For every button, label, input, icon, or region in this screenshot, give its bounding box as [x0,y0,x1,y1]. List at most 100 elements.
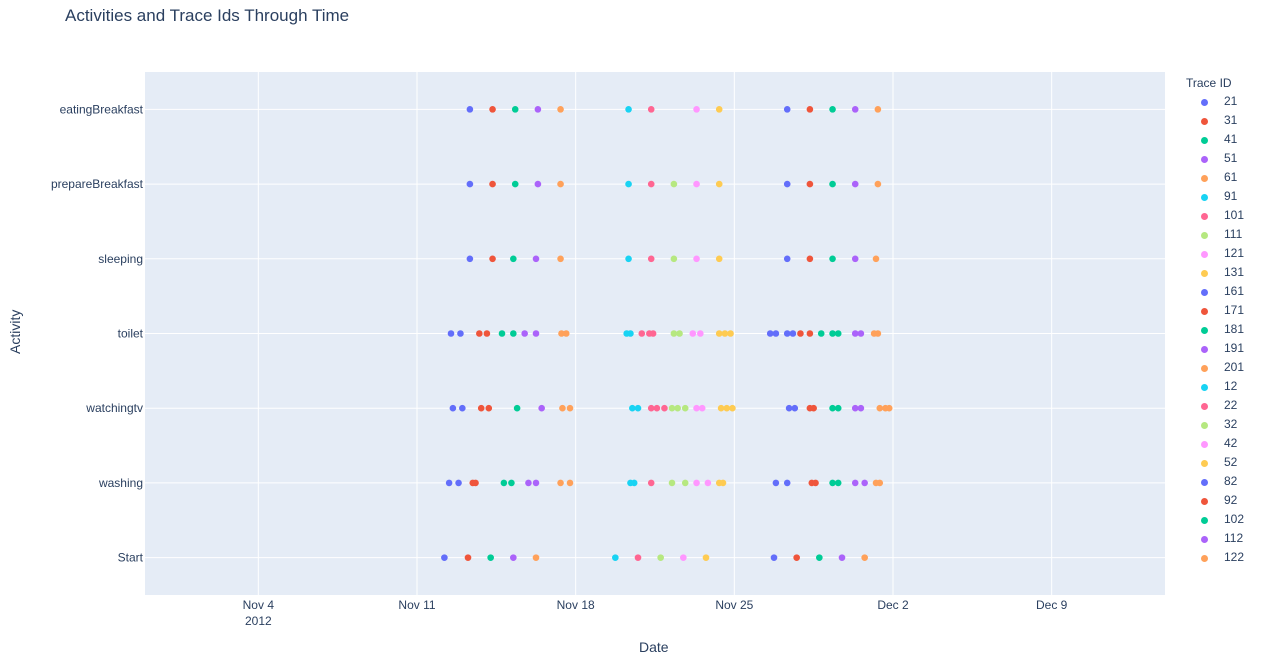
data-point[interactable] [810,405,817,412]
data-point[interactable] [716,255,723,262]
data-point[interactable] [676,330,683,337]
data-point[interactable] [839,554,846,561]
data-point[interactable] [852,181,859,188]
data-point[interactable] [557,480,564,487]
data-point[interactable] [563,330,570,337]
data-point[interactable] [693,181,700,188]
data-point[interactable] [807,255,814,262]
data-point[interactable] [786,405,793,412]
data-point[interactable] [627,480,634,487]
data-point[interactable] [680,554,687,561]
data-point[interactable] [508,480,515,487]
data-point[interactable] [797,330,804,337]
data-point[interactable] [648,480,655,487]
legend-item[interactable]: 181 [1186,322,1232,341]
data-point[interactable] [446,480,453,487]
data-point[interactable] [771,554,778,561]
data-point[interactable] [525,480,532,487]
data-point[interactable] [671,181,678,188]
data-point[interactable] [510,554,517,561]
legend-item[interactable]: 101 [1186,208,1232,227]
legend-item[interactable]: 161 [1186,284,1232,303]
data-point[interactable] [835,405,842,412]
legend-item[interactable]: 122 [1186,550,1232,569]
data-point[interactable] [533,480,540,487]
data-point[interactable] [467,181,474,188]
data-point[interactable] [567,480,574,487]
data-point[interactable] [457,330,464,337]
data-point[interactable] [858,330,865,337]
data-point[interactable] [533,330,540,337]
data-point[interactable] [476,330,483,337]
data-point[interactable] [657,554,664,561]
data-point[interactable] [793,554,800,561]
data-point[interactable] [773,480,780,487]
data-point[interactable] [487,554,494,561]
legend-item[interactable]: 92 [1186,493,1232,512]
legend-item[interactable]: 12 [1186,379,1232,398]
data-point[interactable] [459,405,466,412]
data-point[interactable] [485,405,492,412]
data-point[interactable] [693,255,700,262]
data-point[interactable] [807,106,814,113]
data-point[interactable] [535,106,542,113]
data-point[interactable] [567,405,574,412]
data-point[interactable] [489,106,496,113]
data-point[interactable] [835,330,842,337]
data-point[interactable] [638,330,645,337]
data-point[interactable] [871,330,878,337]
data-point[interactable] [861,554,868,561]
data-point[interactable] [784,330,791,337]
data-point[interactable] [784,255,791,262]
data-point[interactable] [625,181,632,188]
legend-item[interactable]: 191 [1186,341,1232,360]
legend-item[interactable]: 131 [1186,265,1232,284]
data-point[interactable] [557,255,564,262]
data-point[interactable] [829,405,836,412]
data-point[interactable] [716,181,723,188]
data-point[interactable] [510,330,517,337]
data-point[interactable] [538,405,545,412]
data-point[interactable] [720,480,727,487]
data-point[interactable] [693,106,700,113]
legend-item[interactable]: 41 [1186,132,1232,151]
data-point[interactable] [499,330,506,337]
data-point[interactable] [648,405,655,412]
data-point[interactable] [697,330,704,337]
data-point[interactable] [521,330,528,337]
data-point[interactable] [501,480,508,487]
legend-item[interactable]: 121 [1186,246,1232,265]
data-point[interactable] [790,330,797,337]
data-point[interactable] [623,330,630,337]
data-point[interactable] [807,181,814,188]
data-point[interactable] [654,405,661,412]
data-point[interactable] [648,255,655,262]
data-point[interactable] [648,106,655,113]
legend[interactable]: Trace ID 21 31 41 51 61 91 101 111 121 131 161 171 1… [1186,76,1232,569]
data-point[interactable] [674,405,681,412]
data-point[interactable] [812,480,819,487]
legend-item[interactable]: 42 [1186,436,1232,455]
data-point[interactable] [510,255,517,262]
data-point[interactable] [472,480,479,487]
data-point[interactable] [807,330,814,337]
data-point[interactable] [716,330,723,337]
data-point[interactable] [514,405,521,412]
data-point[interactable] [858,405,865,412]
data-point[interactable] [729,405,736,412]
legend-item[interactable]: 61 [1186,170,1232,189]
data-point[interactable] [450,405,457,412]
data-point[interactable] [876,405,883,412]
data-point[interactable] [689,330,696,337]
data-point[interactable] [489,255,496,262]
legend-item[interactable]: 102 [1186,512,1232,531]
data-point[interactable] [873,255,880,262]
data-point[interactable] [829,181,836,188]
data-point[interactable] [467,255,474,262]
data-point[interactable] [816,554,823,561]
data-point[interactable] [465,554,472,561]
data-point[interactable] [886,405,893,412]
legend-item[interactable]: 112 [1186,531,1232,550]
data-point[interactable] [767,330,774,337]
